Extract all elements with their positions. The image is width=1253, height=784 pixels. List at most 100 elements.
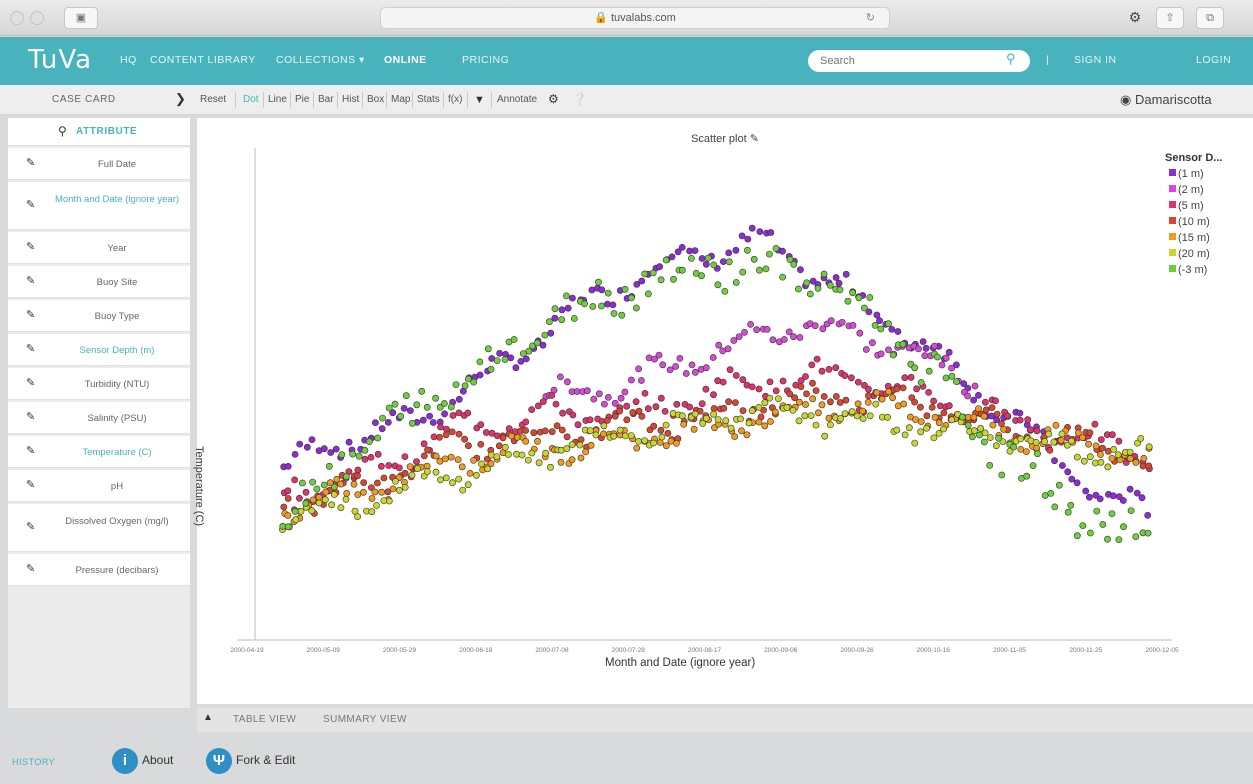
data-point[interactable] — [727, 424, 735, 432]
data-point[interactable] — [464, 481, 472, 489]
data-point[interactable] — [786, 390, 794, 398]
data-point[interactable] — [1092, 442, 1100, 450]
data-point[interactable] — [359, 488, 367, 496]
data-point[interactable] — [998, 420, 1005, 428]
data-point[interactable] — [395, 486, 403, 494]
data-point[interactable] — [938, 361, 946, 369]
search-input[interactable] — [808, 50, 1030, 72]
data-point[interactable] — [732, 246, 740, 254]
data-point[interactable] — [378, 425, 386, 433]
data-point[interactable] — [763, 325, 771, 333]
data-point[interactable] — [539, 398, 547, 405]
data-point[interactable] — [315, 499, 323, 507]
data-point[interactable] — [1082, 487, 1090, 495]
data-point[interactable] — [1137, 435, 1145, 442]
fork-edit-button[interactable]: Ψ Fork & Edit — [206, 748, 295, 774]
data-point[interactable] — [826, 281, 834, 289]
data-point[interactable] — [785, 328, 793, 336]
data-point[interactable] — [464, 375, 472, 383]
data-point[interactable] — [442, 425, 450, 433]
pencil-icon[interactable]: ✎ — [26, 521, 36, 533]
data-point[interactable] — [641, 270, 649, 278]
data-point[interactable] — [1126, 485, 1134, 493]
data-point[interactable] — [586, 416, 594, 424]
data-point[interactable] — [484, 465, 492, 473]
bar-button[interactable]: Bar — [318, 94, 334, 105]
data-point[interactable] — [907, 373, 915, 381]
data-point[interactable] — [842, 270, 850, 278]
data-point[interactable] — [719, 378, 727, 386]
data-point[interactable] — [632, 398, 640, 406]
data-point[interactable] — [704, 254, 712, 262]
pencil-icon[interactable]: ✎ — [26, 309, 36, 321]
data-point[interactable] — [767, 418, 774, 425]
data-point[interactable] — [545, 318, 553, 326]
data-point[interactable] — [570, 315, 578, 322]
data-point[interactable] — [644, 290, 652, 298]
data-point[interactable] — [623, 402, 631, 410]
data-point[interactable] — [866, 294, 874, 301]
data-point[interactable] — [748, 383, 756, 391]
data-point[interactable] — [397, 412, 405, 420]
data-point[interactable] — [702, 414, 710, 422]
data-point[interactable] — [541, 427, 549, 435]
data-point[interactable] — [483, 455, 491, 463]
case-card-tab[interactable]: CASE CARD — [52, 94, 116, 105]
data-point[interactable] — [753, 326, 760, 334]
data-point[interactable] — [354, 491, 362, 498]
data-point[interactable] — [1110, 445, 1118, 453]
data-point[interactable] — [948, 372, 956, 380]
data-point[interactable] — [1099, 444, 1106, 452]
data-point[interactable] — [750, 255, 758, 263]
data-point[interactable] — [452, 381, 460, 388]
data-point[interactable] — [455, 430, 463, 438]
data-point[interactable] — [940, 409, 948, 417]
pencil-icon[interactable]: ✎ — [26, 275, 36, 287]
data-point[interactable] — [1010, 443, 1018, 451]
attribute-item[interactable]: ✎ Temperature (C) — [8, 436, 190, 468]
data-point[interactable] — [832, 393, 840, 400]
tabs-icon[interactable]: ⧉ — [1196, 7, 1224, 29]
data-point[interactable] — [666, 366, 674, 374]
data-point[interactable] — [629, 409, 637, 416]
data-point[interactable] — [900, 400, 907, 408]
data-point[interactable] — [964, 421, 972, 429]
data-point[interactable] — [911, 398, 918, 406]
data-point[interactable] — [1108, 510, 1116, 517]
data-point[interactable] — [726, 366, 734, 374]
data-point[interactable] — [641, 437, 648, 444]
data-point[interactable] — [827, 317, 835, 325]
data-point[interactable] — [1059, 462, 1066, 469]
data-point[interactable] — [889, 394, 896, 402]
data-point[interactable] — [901, 374, 909, 382]
data-point[interactable] — [513, 433, 521, 441]
data-point[interactable] — [872, 400, 880, 408]
data-point[interactable] — [633, 280, 641, 288]
data-point[interactable] — [650, 439, 657, 447]
data-point[interactable] — [603, 300, 611, 308]
data-point[interactable] — [342, 495, 350, 503]
data-point[interactable] — [1086, 429, 1094, 437]
data-point[interactable] — [948, 416, 956, 424]
share-icon[interactable]: ⇧ — [1156, 7, 1184, 29]
data-point[interactable] — [408, 419, 416, 427]
data-point[interactable] — [825, 365, 833, 373]
data-point[interactable] — [568, 456, 576, 464]
reset-button[interactable]: Reset — [200, 94, 227, 105]
data-point[interactable] — [590, 395, 598, 403]
data-point[interactable] — [970, 413, 978, 421]
data-point[interactable] — [621, 432, 629, 440]
data-point[interactable] — [811, 322, 819, 330]
data-point[interactable] — [710, 410, 717, 418]
data-point[interactable] — [448, 428, 456, 436]
data-point[interactable] — [885, 320, 892, 328]
data-point[interactable] — [919, 338, 927, 345]
legend-item[interactable]: (10 m) — [1169, 216, 1210, 228]
data-point[interactable] — [820, 270, 828, 278]
data-point[interactable] — [420, 440, 428, 448]
data-point[interactable] — [942, 374, 950, 382]
data-point[interactable] — [522, 355, 530, 363]
data-point[interactable] — [865, 385, 872, 393]
data-point[interactable] — [309, 478, 317, 486]
data-point[interactable] — [1051, 503, 1059, 511]
